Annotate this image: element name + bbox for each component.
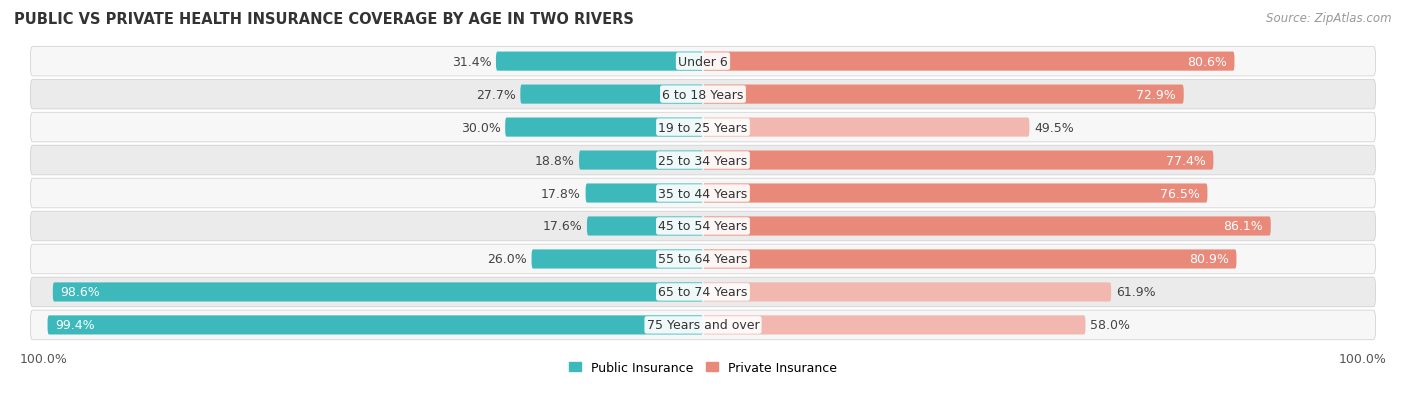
- FancyBboxPatch shape: [703, 118, 1029, 137]
- Text: 31.4%: 31.4%: [451, 55, 491, 69]
- FancyBboxPatch shape: [703, 316, 1085, 335]
- FancyBboxPatch shape: [31, 310, 1375, 340]
- FancyBboxPatch shape: [703, 217, 1271, 236]
- Text: 80.6%: 80.6%: [1187, 55, 1226, 69]
- Text: 75 Years and over: 75 Years and over: [647, 319, 759, 332]
- FancyBboxPatch shape: [31, 278, 1375, 307]
- FancyBboxPatch shape: [703, 283, 1111, 302]
- FancyBboxPatch shape: [48, 316, 703, 335]
- FancyBboxPatch shape: [703, 250, 1236, 269]
- Text: 6 to 18 Years: 6 to 18 Years: [662, 88, 744, 101]
- FancyBboxPatch shape: [703, 184, 1208, 203]
- Text: 76.5%: 76.5%: [1160, 187, 1199, 200]
- FancyBboxPatch shape: [703, 151, 1213, 170]
- Text: 58.0%: 58.0%: [1090, 319, 1130, 332]
- Text: 18.8%: 18.8%: [534, 154, 575, 167]
- FancyBboxPatch shape: [579, 151, 703, 170]
- FancyBboxPatch shape: [531, 250, 703, 269]
- Text: 72.9%: 72.9%: [1136, 88, 1175, 101]
- Text: PUBLIC VS PRIVATE HEALTH INSURANCE COVERAGE BY AGE IN TWO RIVERS: PUBLIC VS PRIVATE HEALTH INSURANCE COVER…: [14, 12, 634, 27]
- Text: 17.6%: 17.6%: [543, 220, 582, 233]
- Text: 61.9%: 61.9%: [1116, 286, 1156, 299]
- Text: 86.1%: 86.1%: [1223, 220, 1263, 233]
- Text: 27.7%: 27.7%: [475, 88, 516, 101]
- Text: 49.5%: 49.5%: [1033, 121, 1074, 134]
- Text: Source: ZipAtlas.com: Source: ZipAtlas.com: [1267, 12, 1392, 25]
- Text: 77.4%: 77.4%: [1166, 154, 1205, 167]
- FancyBboxPatch shape: [505, 118, 703, 137]
- Text: 35 to 44 Years: 35 to 44 Years: [658, 187, 748, 200]
- FancyBboxPatch shape: [31, 146, 1375, 176]
- Text: 99.4%: 99.4%: [55, 319, 96, 332]
- Text: 80.9%: 80.9%: [1188, 253, 1229, 266]
- Text: 17.8%: 17.8%: [541, 187, 581, 200]
- FancyBboxPatch shape: [31, 211, 1375, 241]
- FancyBboxPatch shape: [31, 244, 1375, 274]
- Text: 26.0%: 26.0%: [488, 253, 527, 266]
- FancyBboxPatch shape: [520, 85, 703, 104]
- FancyBboxPatch shape: [496, 52, 703, 71]
- Text: 55 to 64 Years: 55 to 64 Years: [658, 253, 748, 266]
- Text: 30.0%: 30.0%: [461, 121, 501, 134]
- FancyBboxPatch shape: [586, 184, 703, 203]
- FancyBboxPatch shape: [703, 52, 1234, 71]
- FancyBboxPatch shape: [53, 283, 703, 302]
- FancyBboxPatch shape: [31, 179, 1375, 208]
- FancyBboxPatch shape: [31, 47, 1375, 77]
- Legend: Public Insurance, Private Insurance: Public Insurance, Private Insurance: [564, 356, 842, 379]
- FancyBboxPatch shape: [31, 113, 1375, 142]
- Text: 65 to 74 Years: 65 to 74 Years: [658, 286, 748, 299]
- Text: 98.6%: 98.6%: [60, 286, 100, 299]
- Text: Under 6: Under 6: [678, 55, 728, 69]
- Text: 25 to 34 Years: 25 to 34 Years: [658, 154, 748, 167]
- FancyBboxPatch shape: [31, 80, 1375, 110]
- Text: 19 to 25 Years: 19 to 25 Years: [658, 121, 748, 134]
- Text: 45 to 54 Years: 45 to 54 Years: [658, 220, 748, 233]
- FancyBboxPatch shape: [586, 217, 703, 236]
- FancyBboxPatch shape: [703, 85, 1184, 104]
